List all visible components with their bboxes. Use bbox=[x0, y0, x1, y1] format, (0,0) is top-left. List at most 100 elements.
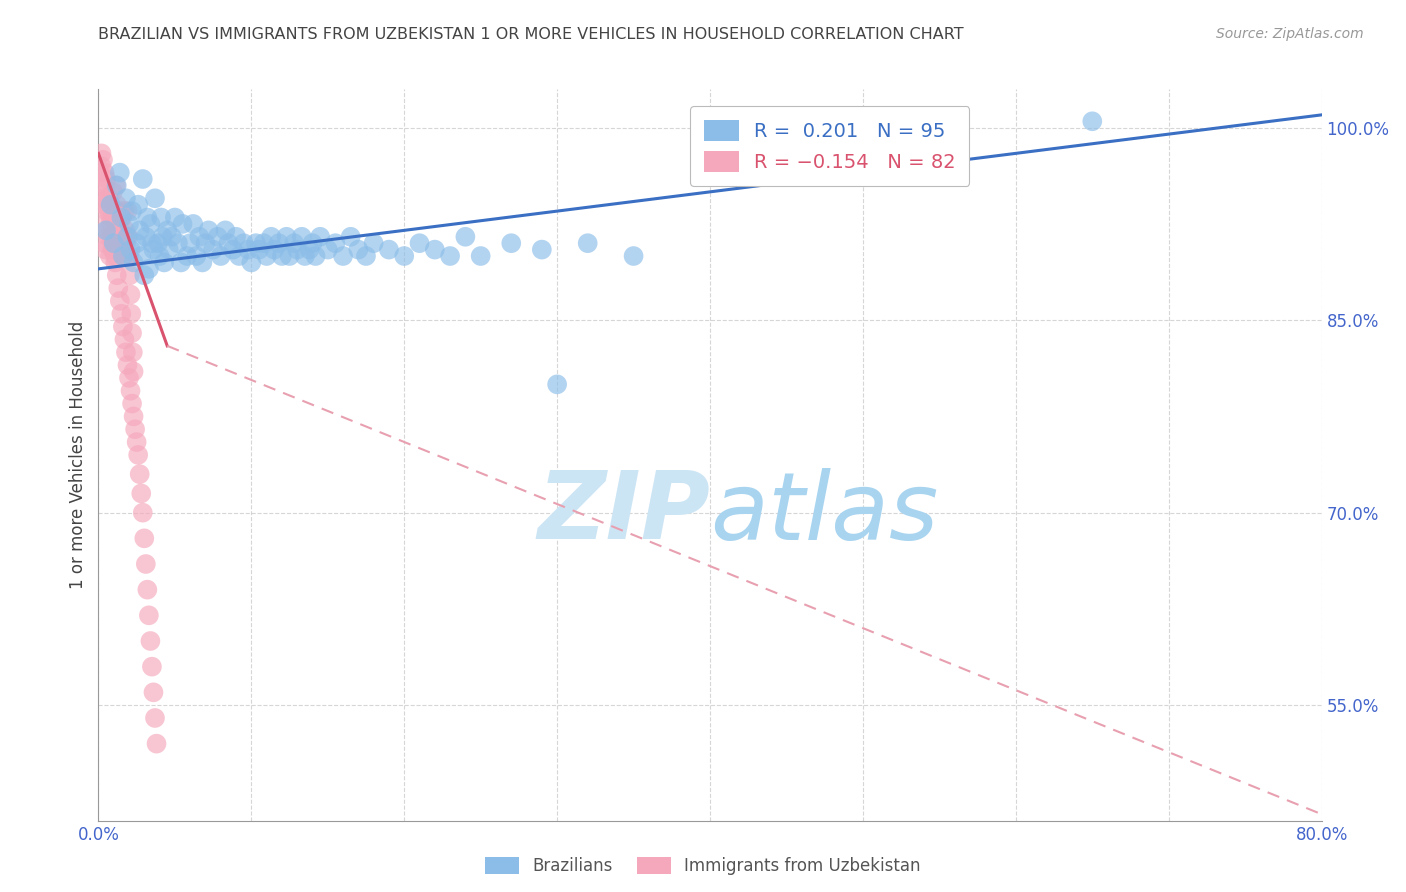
Point bbox=[93, 166, 115, 180]
Point bbox=[291, 229, 314, 244]
Point bbox=[101, 229, 124, 244]
Point bbox=[207, 229, 229, 244]
Point bbox=[98, 204, 121, 219]
Point bbox=[108, 204, 131, 219]
Point bbox=[115, 345, 138, 359]
Point bbox=[392, 249, 416, 263]
Point bbox=[283, 236, 305, 251]
Point bbox=[110, 211, 132, 225]
Point bbox=[120, 243, 142, 257]
Point bbox=[107, 217, 129, 231]
Text: ZIP: ZIP bbox=[537, 467, 710, 559]
Point bbox=[94, 172, 117, 186]
Point bbox=[163, 211, 186, 225]
Point bbox=[301, 236, 323, 251]
Point bbox=[120, 307, 142, 321]
Point bbox=[118, 217, 141, 231]
Point bbox=[108, 293, 131, 308]
Point bbox=[354, 249, 377, 263]
Point bbox=[150, 211, 173, 225]
Point bbox=[501, 236, 523, 251]
Point bbox=[170, 255, 193, 269]
Point bbox=[530, 243, 553, 257]
Point bbox=[623, 249, 645, 263]
Point bbox=[107, 281, 129, 295]
Point bbox=[103, 243, 125, 257]
Point bbox=[160, 229, 183, 244]
Point bbox=[101, 185, 124, 199]
Point bbox=[121, 345, 143, 359]
Point bbox=[91, 178, 114, 193]
Point bbox=[267, 236, 290, 251]
Point bbox=[304, 249, 326, 263]
Point bbox=[110, 223, 132, 237]
Text: BRAZILIAN VS IMMIGRANTS FROM UZBEKISTAN 1 OR MORE VEHICLES IN HOUSEHOLD CORRELAT: BRAZILIAN VS IMMIGRANTS FROM UZBEKISTAN … bbox=[98, 27, 965, 42]
Point bbox=[209, 249, 232, 263]
Point bbox=[91, 153, 114, 167]
Point bbox=[423, 243, 446, 257]
Point bbox=[143, 191, 166, 205]
Point bbox=[110, 307, 132, 321]
Point bbox=[127, 197, 149, 211]
Point bbox=[1081, 114, 1104, 128]
Point bbox=[172, 217, 194, 231]
Point bbox=[129, 249, 152, 263]
Point bbox=[186, 249, 208, 263]
Point bbox=[135, 229, 157, 244]
Point bbox=[128, 467, 150, 482]
Point bbox=[118, 371, 141, 385]
Point bbox=[108, 243, 131, 257]
Point bbox=[149, 249, 172, 263]
Point bbox=[134, 532, 156, 546]
Point bbox=[143, 711, 166, 725]
Point bbox=[105, 178, 128, 193]
Point bbox=[112, 204, 135, 219]
Point bbox=[94, 223, 117, 237]
Point bbox=[136, 211, 159, 225]
Point bbox=[156, 223, 179, 237]
Point bbox=[197, 223, 219, 237]
Point bbox=[546, 377, 568, 392]
Point bbox=[101, 243, 124, 257]
Point bbox=[115, 191, 138, 205]
Point bbox=[179, 236, 201, 251]
Point bbox=[214, 223, 236, 237]
Point bbox=[98, 191, 121, 205]
Point bbox=[167, 236, 190, 251]
Point bbox=[153, 255, 176, 269]
Point bbox=[100, 197, 122, 211]
Point bbox=[108, 166, 131, 180]
Point bbox=[240, 255, 263, 269]
Point bbox=[128, 223, 150, 237]
Point bbox=[100, 211, 122, 225]
Point bbox=[238, 243, 260, 257]
Point bbox=[100, 229, 122, 244]
Point bbox=[117, 204, 139, 219]
Point bbox=[96, 204, 118, 219]
Point bbox=[105, 197, 128, 211]
Point bbox=[111, 211, 134, 225]
Point bbox=[118, 249, 141, 263]
Point bbox=[115, 236, 138, 251]
Point bbox=[256, 249, 278, 263]
Point bbox=[121, 326, 143, 340]
Point bbox=[139, 634, 162, 648]
Point bbox=[294, 249, 316, 263]
Point bbox=[103, 229, 125, 244]
Point bbox=[110, 243, 132, 257]
Point bbox=[98, 249, 121, 263]
Point bbox=[90, 159, 112, 173]
Point bbox=[111, 319, 134, 334]
Point bbox=[104, 255, 127, 269]
Point bbox=[122, 364, 145, 378]
Point bbox=[97, 191, 120, 205]
Point bbox=[91, 197, 114, 211]
Point bbox=[103, 211, 125, 225]
Point bbox=[225, 229, 247, 244]
Point bbox=[117, 229, 139, 244]
Point bbox=[138, 261, 160, 276]
Point bbox=[111, 229, 134, 244]
Point bbox=[470, 249, 492, 263]
Point bbox=[152, 229, 174, 244]
Point bbox=[94, 178, 117, 193]
